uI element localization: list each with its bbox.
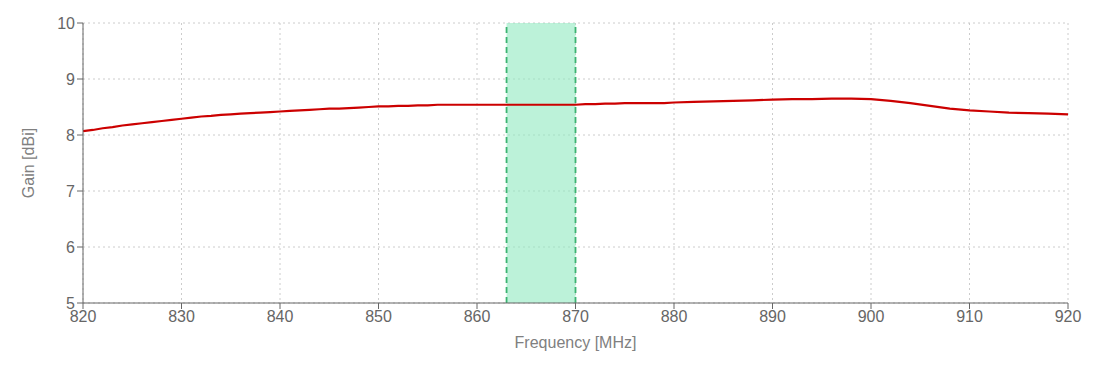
svg-text:900: 900: [858, 308, 885, 325]
svg-text:10: 10: [57, 15, 75, 32]
svg-text:5: 5: [66, 295, 75, 312]
svg-text:820: 820: [69, 308, 97, 326]
svg-text:860: 860: [464, 308, 491, 325]
svg-text:6: 6: [66, 239, 75, 256]
svg-text:830: 830: [168, 308, 195, 325]
svg-text:Frequency [MHz]: Frequency [MHz]: [515, 334, 637, 351]
svg-text:7: 7: [66, 183, 75, 200]
svg-text:920: 920: [1055, 308, 1082, 325]
svg-text:910: 910: [956, 308, 983, 325]
svg-text:840: 840: [267, 308, 294, 325]
svg-text:Gain [dBi]: Gain [dBi]: [20, 128, 37, 198]
svg-text:880: 880: [661, 308, 688, 325]
svg-text:890: 890: [759, 308, 786, 325]
svg-text:850: 850: [365, 308, 392, 325]
svg-text:8: 8: [66, 127, 75, 144]
svg-text:870: 870: [562, 308, 589, 325]
svg-text:9: 9: [66, 71, 75, 88]
